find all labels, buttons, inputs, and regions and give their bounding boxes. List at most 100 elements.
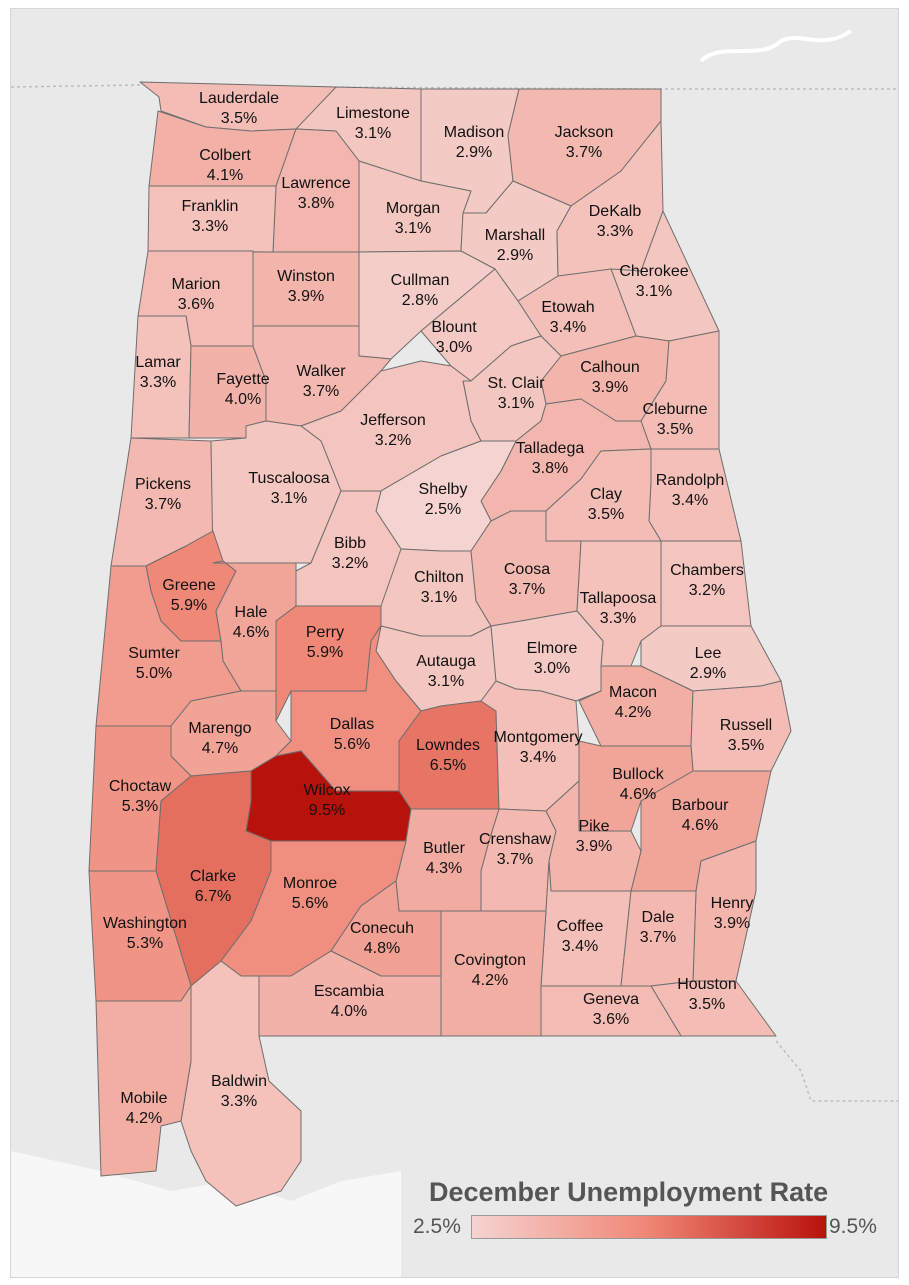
county-name-label: Coosa [504, 561, 550, 578]
county-name-label: Wilcox [303, 782, 350, 799]
county-name-label: Macon [609, 684, 657, 701]
county-name-label: DeKalb [589, 203, 642, 220]
county-name-label: Lamar [135, 354, 181, 371]
county-name-label: Henry [711, 895, 754, 912]
county-name-label: Cullman [391, 272, 450, 289]
county-rate-label: 4.2% [126, 1110, 162, 1127]
county-rate-label: 3.7% [497, 851, 533, 868]
county-name-label: Lee [695, 645, 722, 662]
county-rate-label: 9.5% [309, 802, 345, 819]
county-rate-label: 3.0% [534, 660, 570, 677]
county-name-label: Chambers [670, 562, 744, 579]
county-name-label: Etowah [541, 299, 594, 316]
county-name-label: Hale [235, 604, 268, 621]
legend-title: December Unemployment Rate [429, 1177, 829, 1207]
county-rate-label: 3.2% [375, 432, 411, 449]
county-rate-label: 4.7% [202, 740, 238, 757]
alabama-map[interactable]: Lauderdale 3.5% Limestone 3.1% Madison 2.9% Ja… [11, 9, 898, 1277]
counties-layer [88, 81, 792, 1207]
county-name-label: Lowndes [416, 737, 480, 754]
county-name-label: Pickens [135, 476, 191, 493]
county-name-label: Baldwin [211, 1073, 267, 1090]
county-rate-label: 3.1% [421, 589, 457, 606]
county-rate-label: 3.1% [636, 283, 672, 300]
river-line [699, 29, 853, 63]
county-rate-label: 3.7% [566, 144, 602, 161]
county-name-label: Conecuh [350, 920, 414, 937]
county-rate-label: 3.9% [714, 915, 750, 932]
county-name-label: Perry [306, 624, 344, 641]
background-features [11, 29, 898, 1277]
county-pike[interactable] [545, 780, 642, 892]
county-name-label: Sumter [128, 645, 180, 662]
county-name-label: Fayette [216, 371, 269, 388]
county-name-label: Tallapoosa [580, 590, 657, 607]
county-name-label: Franklin [182, 198, 239, 215]
county-rate-label: 5.3% [127, 935, 163, 952]
county-name-label: Elmore [527, 640, 578, 657]
county-rate-label: 3.4% [562, 938, 598, 955]
county-name-label: Talladega [516, 440, 585, 457]
county-name-label: Russell [720, 717, 772, 734]
county-geneva[interactable] [540, 985, 682, 1037]
county-name-label: Jefferson [360, 412, 426, 429]
county-rate-label: 3.1% [271, 490, 307, 507]
county-name-label: Houston [677, 976, 737, 993]
county-escambia[interactable] [258, 950, 442, 1037]
county-name-label: Crenshaw [479, 831, 551, 848]
county-rate-label: 6.7% [195, 888, 231, 905]
county-rate-label: 3.6% [178, 296, 214, 313]
county-rate-label: 5.9% [307, 644, 343, 661]
county-name-label: Tuscaloosa [248, 470, 329, 487]
county-name-label: Coffee [557, 918, 604, 935]
county-rate-label: 3.3% [140, 374, 176, 391]
county-name-label: Marshall [485, 227, 545, 244]
county-rate-label: 3.1% [395, 220, 431, 237]
county-name-label: Cherokee [619, 263, 688, 280]
county-rate-label: 3.7% [509, 581, 545, 598]
county-name-label: Greene [162, 577, 215, 594]
county-name-label: Jackson [555, 124, 614, 141]
county-rate-label: 2.8% [402, 292, 438, 309]
labels-layer: Lauderdale 3.5% Limestone 3.1% Madison 2.9% Ja… [103, 90, 772, 1127]
county-baldwin[interactable] [180, 960, 302, 1207]
county-name-label: Marion [172, 276, 221, 293]
county-rate-label: 6.5% [430, 757, 466, 774]
county-name-label: Cleburne [643, 401, 708, 418]
county-mobile[interactable] [95, 985, 192, 1177]
county-rate-label: 3.4% [550, 319, 586, 336]
county-rate-label: 3.5% [728, 737, 764, 754]
county-name-label: Barbour [672, 797, 730, 814]
county-rate-label: 3.9% [592, 379, 628, 396]
county-rate-label: 3.8% [298, 195, 334, 212]
county-rate-label: 3.1% [428, 673, 464, 690]
county-name-label: Shelby [419, 481, 468, 498]
county-rate-label: 3.5% [221, 110, 257, 127]
county-rate-label: 3.7% [640, 929, 676, 946]
county-rate-label: 3.0% [436, 339, 472, 356]
county-name-label: Lauderdale [199, 90, 279, 107]
county-name-label: Walker [296, 363, 346, 380]
county-rate-label: 4.6% [233, 624, 269, 641]
county-name-label: Winston [277, 268, 335, 285]
map-canvas[interactable]: Lauderdale 3.5% Limestone 3.1% Madison 2.9% Ja… [10, 8, 899, 1278]
county-rate-label: 4.2% [472, 972, 508, 989]
county-rate-label: 4.0% [225, 391, 261, 408]
county-houston[interactable] [650, 980, 777, 1037]
county-rate-label: 3.1% [498, 395, 534, 412]
county-rate-label: 4.0% [331, 1003, 367, 1020]
county-name-label: Randolph [656, 472, 725, 489]
county-rate-label: 3.3% [597, 223, 633, 240]
state-border-line [11, 84, 898, 90]
county-rate-label: 4.3% [426, 860, 462, 877]
county-rate-label: 5.6% [334, 736, 370, 753]
county-name-label: Monroe [283, 875, 337, 892]
county-rate-label: 4.6% [620, 786, 656, 803]
county-rate-label: 3.3% [600, 610, 636, 627]
county-rate-label: 4.2% [615, 704, 651, 721]
county-name-label: Montgomery [494, 729, 583, 746]
county-rate-label: 3.7% [303, 383, 339, 400]
county-rate-label: 4.1% [207, 167, 243, 184]
county-rate-label: 3.6% [593, 1011, 629, 1028]
legend-max-label: 9.5% [829, 1215, 877, 1238]
